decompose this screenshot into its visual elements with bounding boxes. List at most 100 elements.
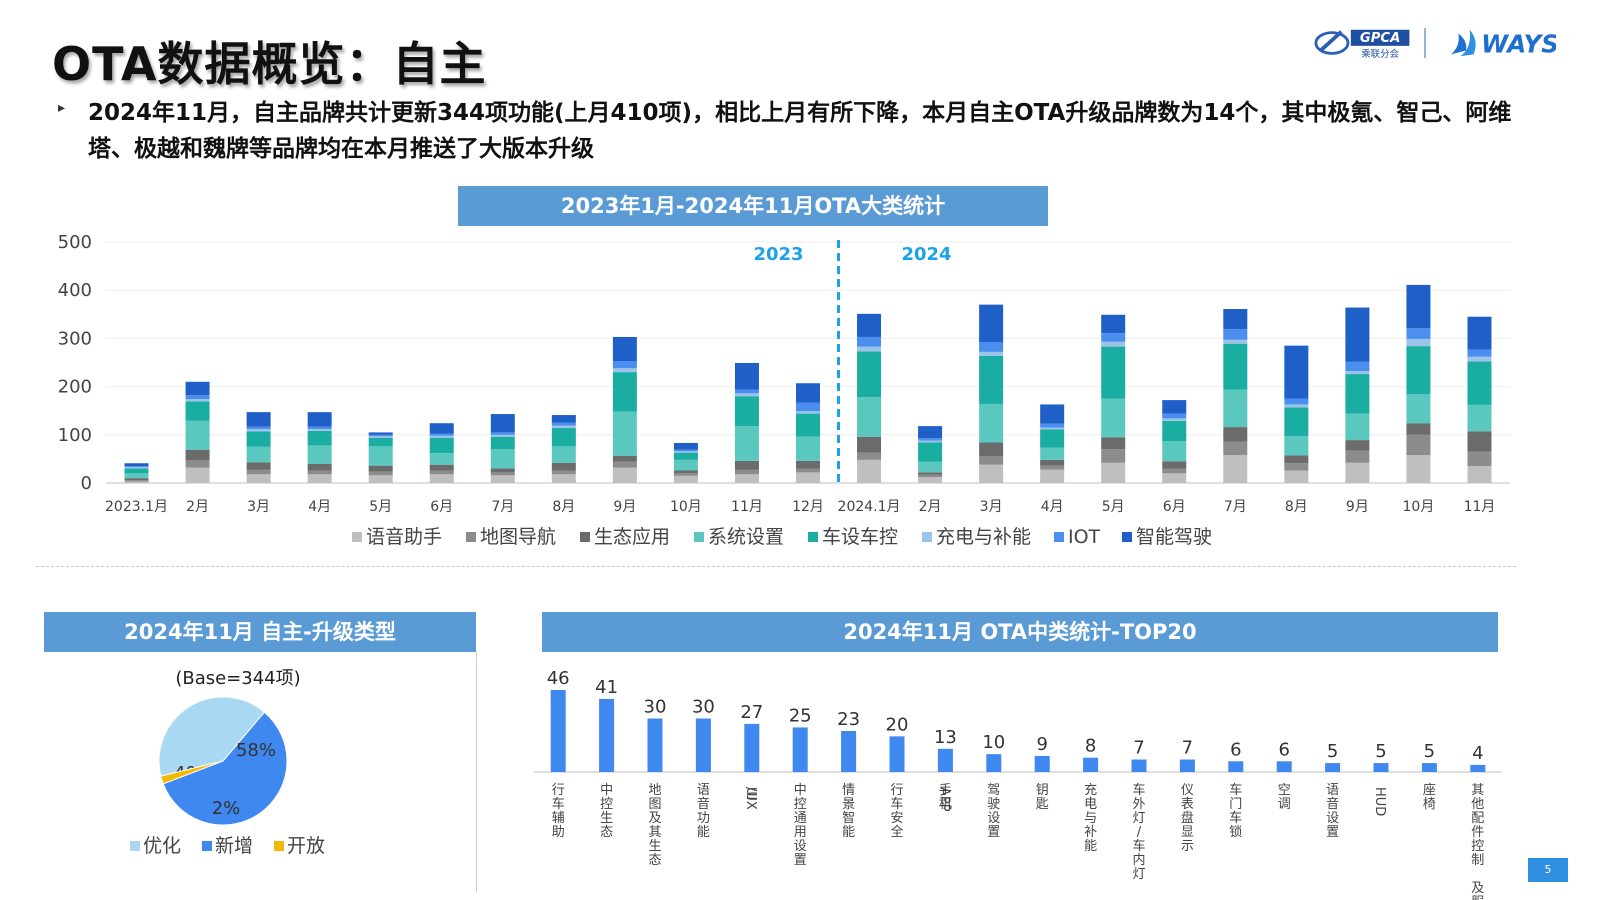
legend-swatch xyxy=(1122,532,1132,542)
bar-segment xyxy=(918,461,943,473)
data-label: 5 xyxy=(1327,741,1338,762)
bar-segment xyxy=(551,446,576,463)
x-tick-label: 6月 xyxy=(430,499,453,515)
bar-segment xyxy=(1406,394,1431,424)
year-label-2023: 2023 xyxy=(753,244,803,265)
bar-segment xyxy=(796,472,820,483)
category-label-char: 驾 xyxy=(987,783,1000,798)
category-label-char: 及 xyxy=(648,811,661,826)
bar-segment xyxy=(1101,333,1126,342)
legend-swatch xyxy=(808,532,818,542)
bar-segment xyxy=(124,480,149,482)
bar-segment xyxy=(185,460,210,468)
bar-segment xyxy=(857,351,882,398)
y-tick-label: 500 xyxy=(58,232,92,253)
x-tick-label: 9月 xyxy=(613,499,636,515)
bar-segment xyxy=(368,432,393,435)
category-label-char: 车 xyxy=(1229,782,1242,798)
x-tick-label: 5月 xyxy=(1102,499,1125,515)
bar-segment xyxy=(857,397,882,437)
bar-segment xyxy=(490,414,515,433)
bar-segment xyxy=(1467,404,1492,432)
category-label-char: 车 xyxy=(890,796,903,812)
legend-label: 优化 xyxy=(143,835,181,857)
category-label-char: 设 xyxy=(987,811,1000,826)
data-label: 30 xyxy=(692,697,715,718)
bar-segment xyxy=(1345,462,1370,483)
category-label-char: 调 xyxy=(1278,797,1291,812)
bar-segment xyxy=(551,474,576,483)
category-label-char: 件 xyxy=(1471,825,1484,840)
page-number: 5 xyxy=(1528,858,1568,882)
ways-logo: WAYS xyxy=(1450,29,1556,58)
bar-segment xyxy=(734,474,759,483)
data-label: 20 xyxy=(886,714,909,735)
bar-segment xyxy=(796,460,820,469)
bar-segment xyxy=(1040,429,1065,448)
category-label-char: 控 xyxy=(600,797,613,812)
bar-segment xyxy=(796,436,820,461)
legend-swatch xyxy=(130,841,140,851)
data-label: 41 xyxy=(595,677,618,698)
category-label-char: 助 xyxy=(552,825,565,840)
category-label-char: 行 xyxy=(890,783,903,798)
bar-segment xyxy=(734,362,759,390)
bar-segment xyxy=(1345,361,1370,372)
bar-segment xyxy=(1040,447,1065,460)
bar-segment xyxy=(551,422,576,426)
pie-slice xyxy=(158,696,266,777)
bar-segment xyxy=(612,336,637,362)
category-label-char: 盘 xyxy=(1181,810,1194,826)
x-tick-label: 3月 xyxy=(980,499,1003,515)
bar xyxy=(1131,759,1147,772)
chart-title-top20: 2024年11月 OTA中类统计-TOP20 xyxy=(542,612,1498,652)
bar-segment xyxy=(1467,316,1492,350)
category-label-char: 及 xyxy=(1471,881,1484,896)
bar-segment xyxy=(124,466,149,468)
legend-label: 开放 xyxy=(287,835,325,857)
x-tick-label: 6月 xyxy=(1163,499,1186,515)
bar-segment xyxy=(1467,356,1492,362)
x-tick-label: 12月 xyxy=(792,499,824,515)
bar-segment xyxy=(1101,449,1126,463)
bar-segment xyxy=(673,459,698,471)
bar-segment xyxy=(368,465,393,472)
category-label-char: 手 xyxy=(939,783,952,798)
bar xyxy=(986,754,1002,772)
category-label-char: 椅 xyxy=(1423,797,1436,812)
bar-segment xyxy=(673,470,698,474)
bar-segment xyxy=(734,393,759,397)
category-label-char: 配 xyxy=(1471,811,1484,826)
bar-segment xyxy=(490,434,515,437)
bar-segment xyxy=(185,467,210,483)
bar-segment xyxy=(124,478,149,481)
category-label-char: 其 xyxy=(1471,783,1484,798)
bar-segment xyxy=(979,456,1004,465)
bar-segment xyxy=(124,473,149,479)
bar-segment xyxy=(1040,427,1065,430)
y-tick-label: 0 xyxy=(81,473,92,494)
category-label-char: 辅 xyxy=(552,811,565,826)
bar-segment xyxy=(1406,328,1431,339)
x-tick-label: 2024.1月 xyxy=(838,499,901,515)
bar-segment xyxy=(796,468,820,473)
bar-segment xyxy=(246,412,271,427)
category-label-char: 置 xyxy=(794,853,807,868)
bar-segment xyxy=(979,304,1004,343)
category-label-char: 外 xyxy=(1132,797,1145,812)
bar-segment xyxy=(551,425,576,429)
bar-segment xyxy=(246,469,271,475)
bar-segment xyxy=(368,434,393,437)
bar-segment xyxy=(1223,455,1248,483)
bullet-arrow-icon: ▸ xyxy=(58,100,66,116)
legend-swatch xyxy=(580,532,590,542)
bar-segment xyxy=(796,402,820,412)
bar-segment xyxy=(246,462,271,470)
bar-segment xyxy=(734,426,759,461)
category-label-char: 灯 xyxy=(1132,811,1145,826)
bar-segment xyxy=(1406,338,1431,347)
category-label-char: 设 xyxy=(1326,811,1339,826)
data-label: 8 xyxy=(1085,736,1096,757)
pie-data-label: 58% xyxy=(236,740,276,761)
category-label-char: 空 xyxy=(1278,783,1291,798)
